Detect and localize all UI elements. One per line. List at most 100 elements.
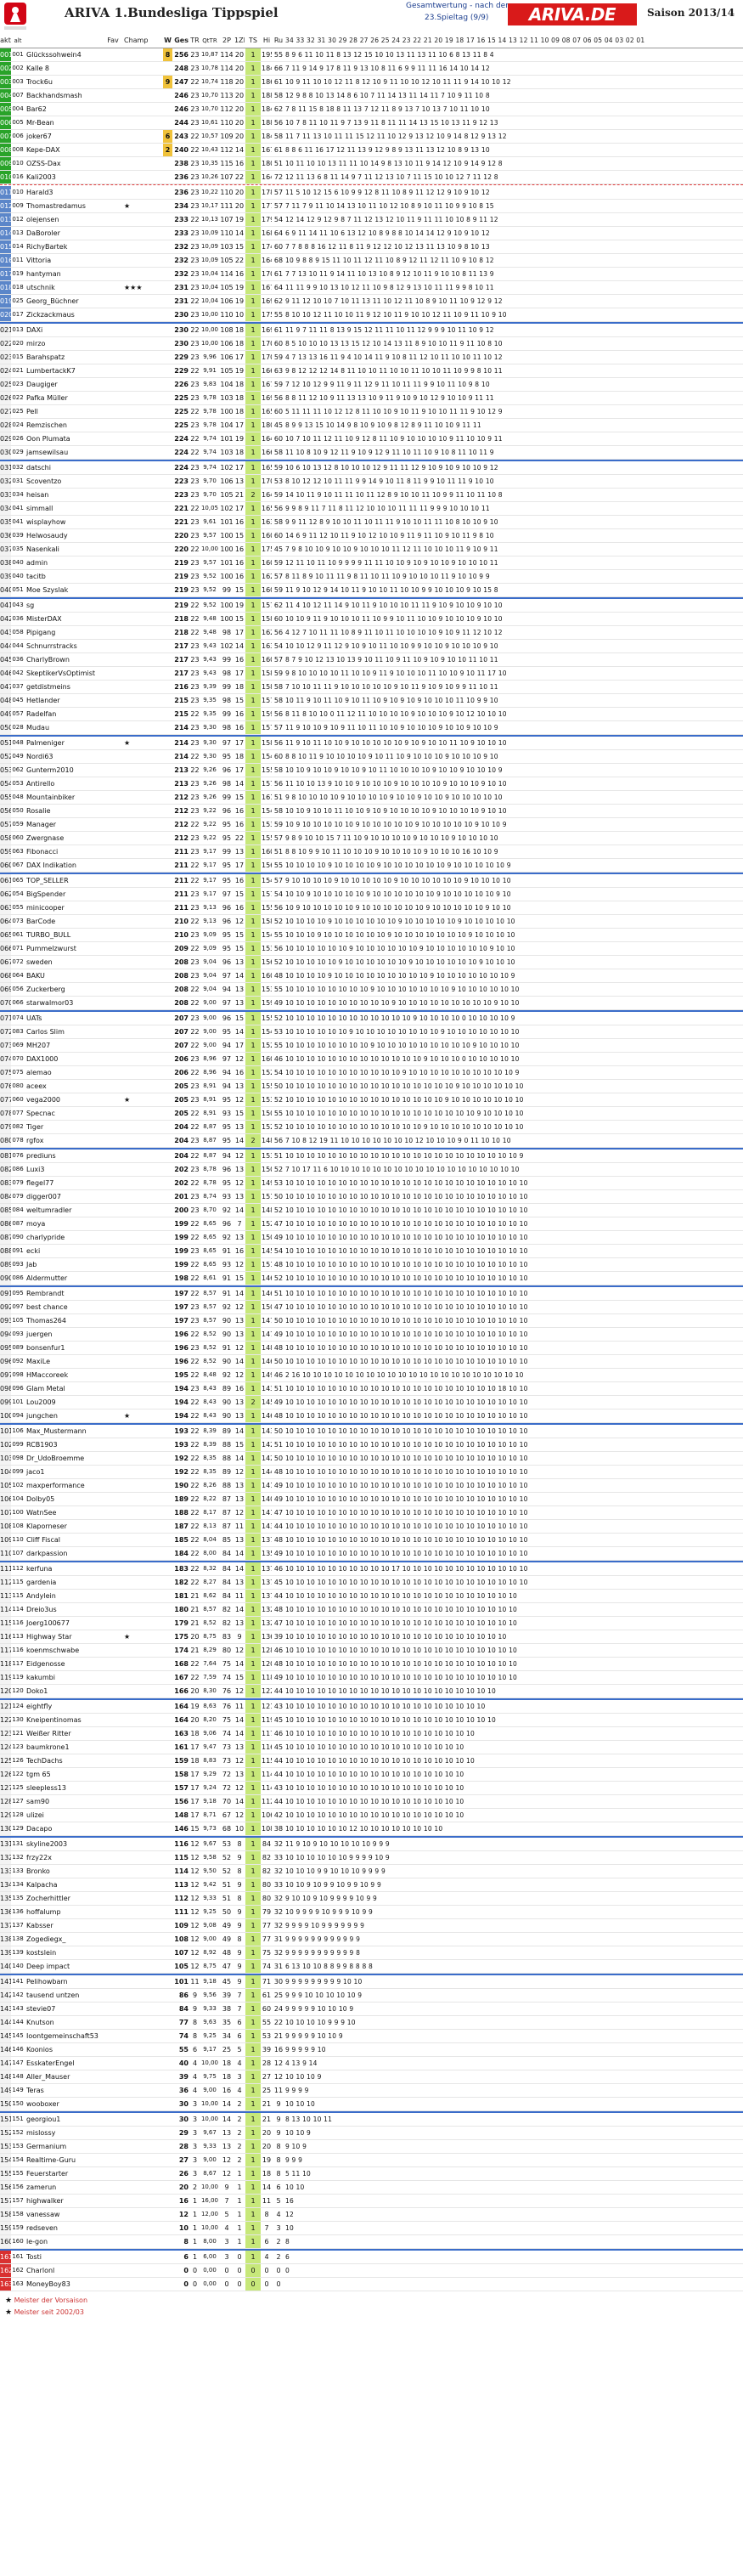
player-name[interactable]: Andylein xyxy=(26,1592,56,1600)
player-name[interactable]: weltumradler xyxy=(26,1206,72,1214)
player-name[interactable]: DAXi xyxy=(26,326,43,334)
player-name[interactable]: Kalpacha xyxy=(26,1881,58,1889)
player-name[interactable]: Joerg100677 xyxy=(26,1619,70,1627)
player-name[interactable]: sweden xyxy=(26,958,53,966)
table-row[interactable]: 066071Pummelzwurst209229,09951511535610 … xyxy=(0,942,743,956)
table-row[interactable]: 132 132 frzy22x 115 12 9,58 52 9 1 82 33 10 10 10 1… xyxy=(0,1851,743,1865)
player-name[interactable]: redseven xyxy=(26,2224,58,2232)
player-name[interactable]: Helwosaudy xyxy=(26,532,68,539)
table-row[interactable]: 004007Backhandsmash2462310,7011320118858… xyxy=(0,89,743,103)
player-name[interactable]: Thomastredamus xyxy=(26,202,86,210)
player-name[interactable]: sg xyxy=(26,602,35,609)
table-row[interactable]: 122130Kneipentinomas164208,2075141119451… xyxy=(0,1714,743,1727)
player-name[interactable]: kakumbi xyxy=(26,1674,55,1681)
table-row[interactable]: 019025Georg_Büchner2312210,0410619116962… xyxy=(0,295,743,308)
table-row[interactable]: 154 154 Realtime-Guru 27 3 9,00 12 2 1 19 8 9 9 9 xyxy=(0,2154,743,2167)
player-name[interactable]: Backhandsmash xyxy=(26,92,82,99)
player-name[interactable]: Rembrandt xyxy=(26,1290,65,1297)
player-name[interactable]: Nasenkali xyxy=(26,545,59,553)
player-name[interactable]: Pummelzwurst xyxy=(26,945,76,952)
player-name[interactable]: RCB1903 xyxy=(26,1441,58,1449)
player-name[interactable]: Tiger xyxy=(26,1123,44,1131)
player-name[interactable]: MisterDAX xyxy=(26,615,62,623)
player-name[interactable]: Specnac xyxy=(26,1110,55,1117)
player-name[interactable]: Glam Metal xyxy=(26,1385,65,1393)
player-name[interactable]: Doko1 xyxy=(26,1687,48,1695)
player-name[interactable]: charlypride xyxy=(26,1234,65,1241)
player-name[interactable]: bonsenfur1 xyxy=(26,1344,65,1352)
player-name[interactable]: maxperformance xyxy=(26,1482,85,1489)
player-name[interactable]: Pafka Müller xyxy=(26,394,68,402)
player-name[interactable]: jaco1 xyxy=(26,1468,45,1476)
player-name[interactable]: Bar62 xyxy=(26,105,47,113)
player-name[interactable]: baumkrone1 xyxy=(26,1743,70,1751)
player-name[interactable]: MaxiLe xyxy=(26,1358,50,1365)
player-name[interactable]: Mudau xyxy=(26,724,50,732)
player-name[interactable]: gardenia xyxy=(26,1579,57,1586)
table-row[interactable]: 044044Schnurrstracks217239,4310214116354… xyxy=(0,640,743,653)
table-row[interactable]: 142 142 tausend untzen 86 9 9,56 39 7 1 61 25 9 9 9… xyxy=(0,1989,743,2003)
table-row[interactable]: 143 143 stevie07 84 9 9,33 38 7 1 60 24 9 9 9 9 9 1… xyxy=(0,2003,743,2016)
table-row[interactable]: 134 134 Kalpacha 113 12 9,42 51 9 1 80 33 10 10 9 1… xyxy=(0,1878,743,1892)
player-name[interactable]: Teras xyxy=(26,2087,44,2094)
player-name[interactable]: stevie07 xyxy=(26,2005,56,2013)
table-row[interactable]: 070066starwalmor03208229,00971311594910 … xyxy=(0,997,743,1010)
player-name[interactable]: Moe Szyslak xyxy=(26,586,69,594)
player-name[interactable]: tausend untzen xyxy=(26,1991,80,1999)
player-name[interactable]: georgiou1 xyxy=(26,2116,61,2123)
table-row[interactable]: 158 158 vanessaw 12 1 12,00 5 1 1 8 4 12 xyxy=(0,2208,743,2222)
table-row[interactable]: 012009Thomastredamus★2342310,17111201177… xyxy=(0,200,743,213)
player-name[interactable]: Glückssohwein4 xyxy=(26,51,82,59)
table-row[interactable]: 018018utschnik★★★2312310,041051911676411… xyxy=(0,281,743,295)
player-name[interactable]: Remzischen xyxy=(26,421,67,429)
player-name[interactable]: juergen xyxy=(26,1330,53,1338)
table-row[interactable]: 152 152 mislossy 29 3 9,67 13 2 1 20 9 10 10 9 xyxy=(0,2127,743,2140)
player-name[interactable]: Zogediegx_ xyxy=(26,1935,66,1943)
player-name[interactable]: rgfox xyxy=(26,1137,44,1144)
player-name[interactable]: mislossy xyxy=(26,2129,56,2137)
player-name[interactable]: MH207 xyxy=(26,1042,51,1049)
player-name[interactable]: vanessaw xyxy=(26,2211,60,2218)
table-row[interactable]: 131 131 skyline2003 116 12 9,67 53 8 1 84 32 11 9 1… xyxy=(0,1838,743,1851)
player-name[interactable]: Kneipentinomas xyxy=(26,1716,82,1724)
player-name[interactable]: DaBoroler xyxy=(26,229,60,237)
player-name[interactable]: frzy22x xyxy=(26,1854,52,1861)
table-row[interactable]: 133 133 Bronko 114 12 9,50 52 8 1 82 32 10 10 10 9 … xyxy=(0,1865,743,1878)
table-row[interactable]: 046 042 SkeptikerVsOptimist 217 23 9,43 98 17 1 1… xyxy=(0,667,743,681)
table-row[interactable]: 147 147 EsskaterEngel 40 4 10,00 18 4 1 28 12 4 13 … xyxy=(0,2057,743,2070)
player-name[interactable]: vega2000 xyxy=(26,1096,60,1104)
player-name[interactable]: tacitb xyxy=(26,573,46,580)
